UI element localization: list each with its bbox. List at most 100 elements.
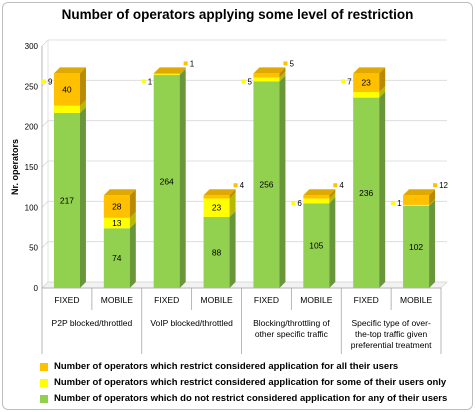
bar-segment xyxy=(103,217,130,229)
bar-segment-side xyxy=(379,91,386,288)
y-tick-label: 50 xyxy=(29,244,38,253)
data-label: 4 xyxy=(339,181,344,190)
bar-segment-side xyxy=(329,189,336,199)
bar-segment-side xyxy=(429,199,436,288)
gridline xyxy=(41,160,447,168)
bar-top xyxy=(203,189,236,196)
data-label: 9 xyxy=(48,77,53,86)
data-label-marker xyxy=(391,201,396,206)
legend-label-no-restriction: Number of operators which do not restric… xyxy=(54,393,448,404)
bar-segment xyxy=(403,195,430,205)
chart-floor xyxy=(41,281,448,289)
bar-segment-side xyxy=(129,211,136,229)
data-label-marker xyxy=(141,79,146,84)
data-label-marker xyxy=(333,183,338,188)
data-label-marker xyxy=(283,61,288,66)
bar-segment xyxy=(403,205,430,288)
gridline xyxy=(41,241,447,248)
data-label: 105 xyxy=(309,241,323,251)
bar-segment xyxy=(253,81,280,288)
bar-segment xyxy=(203,217,230,288)
data-label: 40 xyxy=(62,85,72,95)
data-label-marker xyxy=(291,201,296,206)
bar-segment xyxy=(403,204,430,206)
x-tick-label: MOBILE xyxy=(400,295,432,305)
x-tick-label: FIXED xyxy=(254,295,279,305)
bar-segment-side xyxy=(79,99,86,113)
bar-segment-side xyxy=(379,67,386,92)
x-tick-label: MOBILE xyxy=(101,295,133,305)
data-label: 264 xyxy=(160,177,174,187)
bar-segment-side xyxy=(379,85,386,98)
bar-segment-side xyxy=(229,192,236,218)
bar-segment xyxy=(53,105,80,113)
bar-top xyxy=(353,67,386,74)
bar-segment xyxy=(353,73,380,92)
data-label-marker xyxy=(183,61,188,66)
x-tick-label: FIXED xyxy=(54,295,79,305)
gridline xyxy=(41,200,447,208)
data-label: 7 xyxy=(347,77,352,86)
data-label-marker xyxy=(233,183,238,188)
bar-top xyxy=(303,189,336,196)
legend-item-some-users: Number of operators which restrict consi… xyxy=(40,377,446,388)
bar-segment-side xyxy=(179,68,186,76)
data-label: 6 xyxy=(297,199,302,208)
bar-segment xyxy=(353,97,380,288)
data-label-marker xyxy=(341,79,346,84)
data-label: 23 xyxy=(212,203,222,213)
bar-segment xyxy=(153,73,180,75)
data-label: 12 xyxy=(439,181,448,190)
data-label: 1 xyxy=(148,77,153,86)
bar-segment xyxy=(53,112,80,288)
x-tick-label: MOBILE xyxy=(201,295,233,305)
group-label: Specific type of over-the-top traffic gi… xyxy=(351,318,432,350)
bar-segment-side xyxy=(279,67,286,78)
data-label: 1 xyxy=(190,59,195,68)
bar-segment-side xyxy=(429,198,436,206)
data-label: 256 xyxy=(259,180,273,190)
bar-segment-side xyxy=(129,189,136,218)
bar-segment-side xyxy=(179,67,186,75)
legend-label-all-users: Number of operators which restrict consi… xyxy=(54,361,399,372)
legend-swatch-some-users xyxy=(40,378,48,387)
bar-segment-side xyxy=(79,106,86,288)
legend-item-all-users: Number of operators which restrict consi… xyxy=(40,361,398,372)
y-tick-label: 250 xyxy=(25,82,39,91)
x-tick-label: FIXED xyxy=(354,295,379,305)
bar-segment xyxy=(103,195,130,218)
bar-segment-side xyxy=(329,197,336,288)
data-label: 23 xyxy=(361,78,371,88)
bar-segment xyxy=(103,228,130,288)
data-label: 28 xyxy=(112,202,122,212)
bar-segment-side xyxy=(329,192,336,204)
y-tick-label: 150 xyxy=(25,163,39,172)
x-tick-label: FIXED xyxy=(154,295,179,305)
data-label-marker xyxy=(41,79,46,84)
bar-top xyxy=(153,67,186,74)
bar-top xyxy=(253,67,286,74)
bar-segment xyxy=(203,195,230,199)
data-label-marker xyxy=(241,79,246,84)
legend-item-no-restriction: Number of operators which do not restric… xyxy=(40,393,447,404)
bar-segment-side xyxy=(179,69,186,288)
data-label: 5 xyxy=(289,59,294,68)
x-tick-label: MOBILE xyxy=(300,295,332,305)
legend-swatch-no-restriction xyxy=(40,394,48,403)
bar-segment-side xyxy=(229,189,236,199)
data-label: 74 xyxy=(112,253,122,263)
bar-top xyxy=(103,189,136,196)
y-tick-label: 0 xyxy=(34,284,39,293)
bar-segment-side xyxy=(129,222,136,288)
bar-top xyxy=(53,67,86,74)
bar-segment xyxy=(303,203,330,288)
bar-segment xyxy=(53,73,80,106)
bar-segment-side xyxy=(229,211,236,288)
group-label: Blocking/throttling of other specific tra… xyxy=(253,318,330,339)
group-label: VoIP blocked/throttled xyxy=(150,318,233,328)
data-label-marker xyxy=(433,183,438,188)
data-label: 88 xyxy=(212,248,222,258)
legend-label-some-users: Number of operators which restrict consi… xyxy=(54,377,447,388)
bar-segment-side xyxy=(279,71,286,82)
